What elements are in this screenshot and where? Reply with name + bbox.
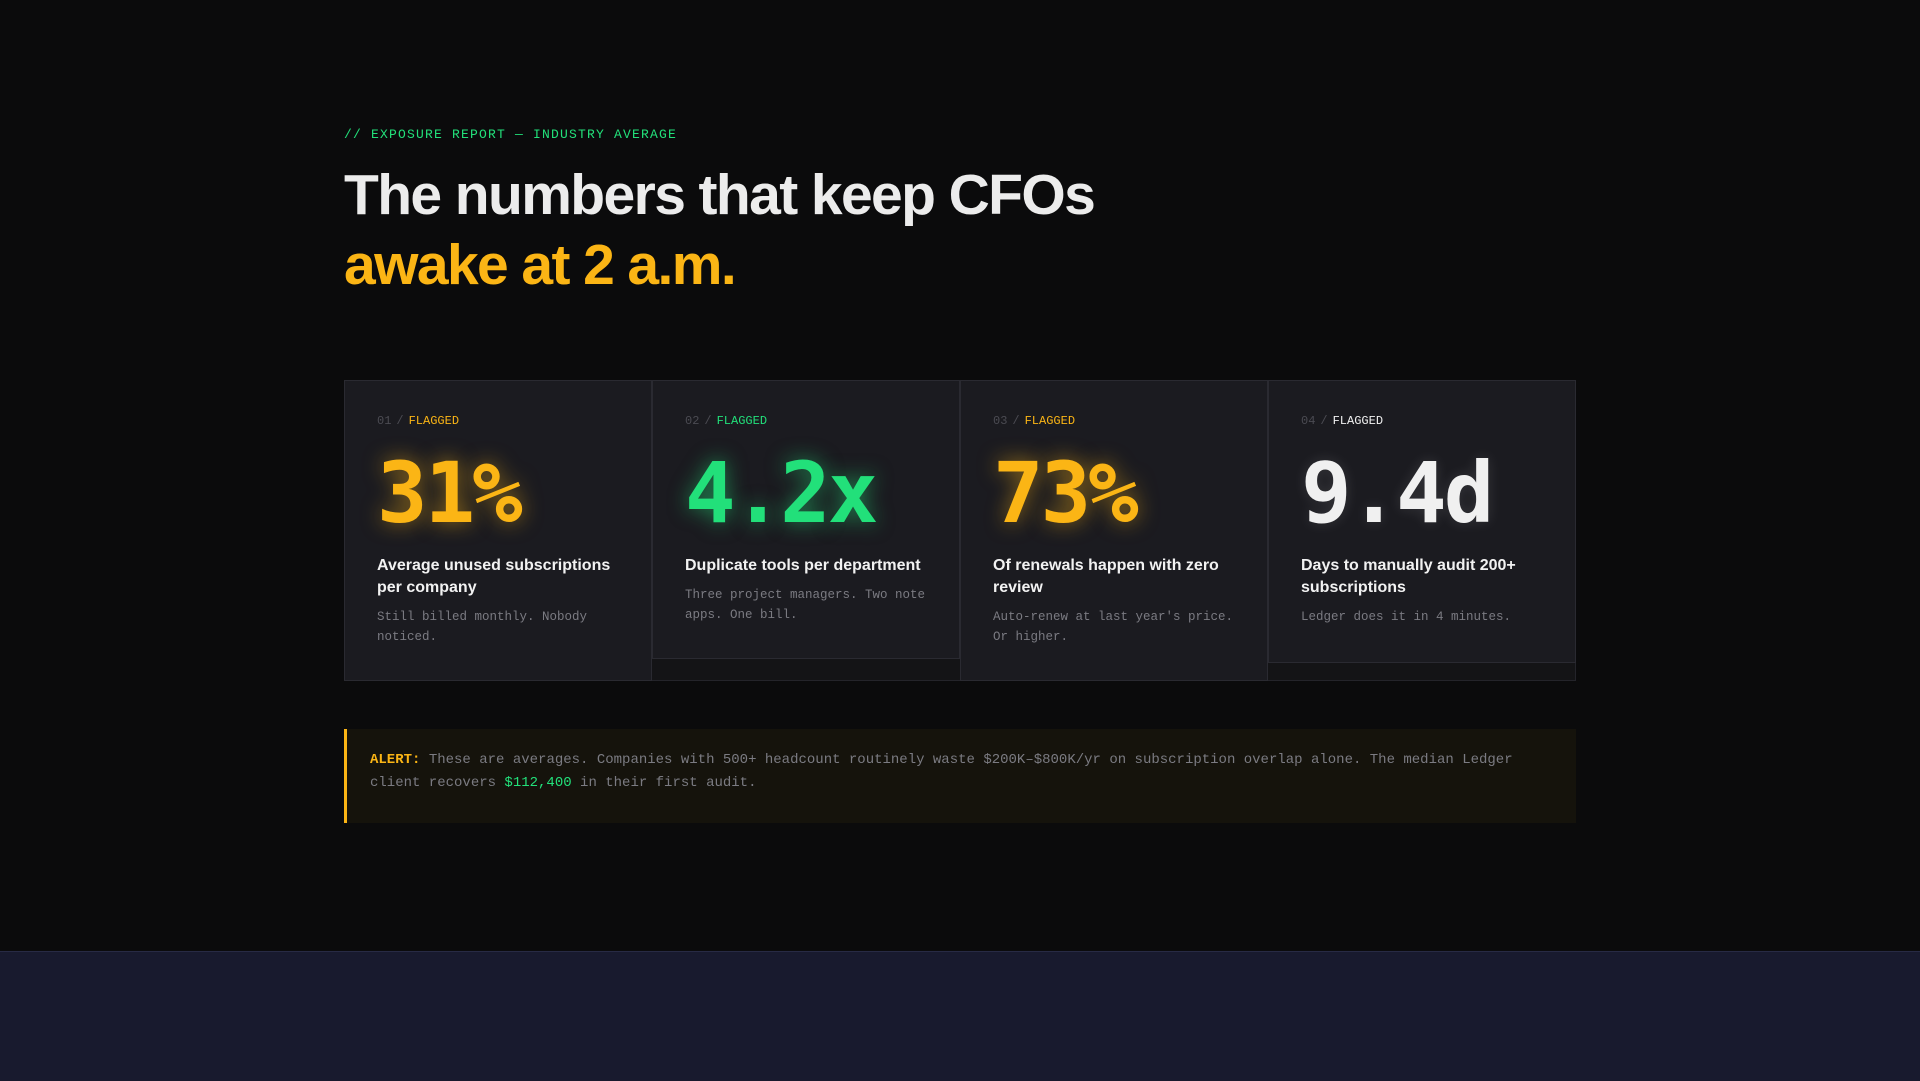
stat-card-unused-subscriptions: 01 / FLAGGED 31% Average unused subscripti…	[344, 380, 652, 681]
flagged-badge: FLAGGED	[408, 414, 460, 428]
stat-title: Days to manually audit 200+ subscription…	[1301, 557, 1516, 596]
stat-note: Still billed monthly. Nobody noticed.	[377, 610, 588, 644]
card-index: 01	[377, 414, 392, 428]
flagged-badge: FLAGGED	[716, 414, 768, 428]
section-eyebrow: // EXPOSURE REPORT — INDUSTRY AVERAGE	[344, 127, 678, 142]
footer-band	[0, 951, 1920, 1081]
stat-note: Ledger does it in 4 minutes.	[1301, 610, 1512, 624]
alert-text: These are averages. Companies with 500+ …	[370, 752, 1513, 791]
alert-label: ALERT:	[370, 752, 421, 768]
stat-card-duplicate-tools: 02 / FLAGGED 4.2x Duplicate tools per depa…	[652, 380, 960, 659]
card-index: 02	[685, 414, 700, 428]
stat-value: 4.2x	[685, 444, 878, 542]
recovered-amount: $112,400	[504, 775, 572, 791]
card-tag: 01 / FLAGGED	[377, 413, 619, 429]
stat-cards-grid: 01 / FLAGGED 31% Average unused subscripti…	[344, 380, 1576, 681]
stat-title: Average unused subscriptions per company	[377, 557, 611, 596]
flagged-badge: FLAGGED	[1332, 414, 1384, 428]
flagged-badge: FLAGGED	[1024, 414, 1076, 428]
card-tag: 03 / FLAGGED	[993, 413, 1235, 429]
stat-card-renewals-no-review: 03 / FLAGGED 73% Of renewals happen with z…	[960, 380, 1268, 681]
stat-note: Auto-renew at last year's price. Or high…	[993, 610, 1234, 644]
stat-value: 31%	[377, 444, 523, 542]
card-tag: 02 / FLAGGED	[685, 413, 927, 429]
stat-title: Of renewals happen with zero review	[993, 557, 1219, 596]
stat-title: Duplicate tools per department	[685, 557, 921, 574]
headline-line-2-highlight: awake at 2 a.m.	[344, 233, 737, 297]
card-index: 04	[1301, 414, 1316, 428]
card-tag-separator: /	[1320, 414, 1328, 428]
headline-line-1: The numbers that keep CFOs	[344, 163, 1096, 227]
page-title: The numbers that keep CFOs awake at 2 a.…	[344, 160, 1096, 300]
card-tag-separator: /	[1012, 414, 1020, 428]
stat-card-audit-days: 04 / FLAGGED 9.4d Days to manually audit 2…	[1268, 380, 1576, 663]
alert-text-end: in their first audit.	[571, 775, 757, 791]
stat-note: Three project managers. Two note apps. O…	[685, 588, 926, 622]
alert-callout: ALERT: These are averages. Companies wit…	[344, 729, 1576, 823]
card-tag: 04 / FLAGGED	[1301, 413, 1543, 429]
card-index: 03	[993, 414, 1008, 428]
card-tag-separator: /	[704, 414, 712, 428]
card-tag-separator: /	[396, 414, 404, 428]
stat-value: 73%	[993, 444, 1139, 542]
stat-value: 9.4d	[1301, 444, 1494, 542]
